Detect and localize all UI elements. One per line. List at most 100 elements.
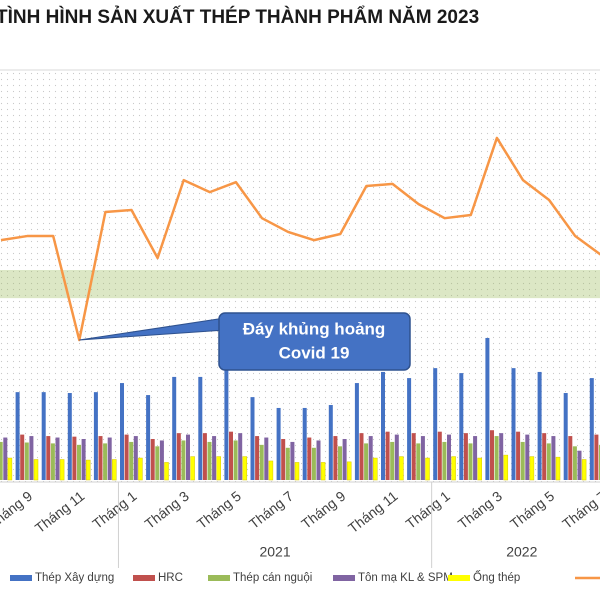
- bar: [316, 440, 321, 480]
- bar: [537, 371, 542, 480]
- bar: [485, 337, 490, 480]
- bar: [499, 433, 504, 480]
- bar: [124, 434, 129, 480]
- bar: [333, 436, 338, 480]
- legend-swatch: [10, 575, 32, 581]
- bar: [198, 376, 203, 480]
- bar: [503, 454, 509, 481]
- bar: [112, 459, 117, 481]
- bar: [55, 437, 60, 480]
- bar: [320, 462, 326, 481]
- x-tick-label: Tháng 11: [345, 488, 401, 537]
- bar: [33, 459, 39, 481]
- bar: [146, 395, 151, 480]
- legend-label: Thép cán nguội: [233, 572, 312, 584]
- bar: [529, 456, 535, 481]
- legend-swatch: [208, 575, 230, 581]
- bar: [568, 436, 573, 480]
- x-tick-label: Tháng 1: [402, 488, 453, 532]
- x-tick-label: Tháng 5: [194, 488, 245, 532]
- bar: [399, 456, 404, 481]
- bar: [290, 441, 295, 480]
- bar: [29, 436, 34, 480]
- bar: [516, 431, 521, 480]
- bar: [555, 456, 561, 481]
- bar: [551, 436, 556, 480]
- bar: [385, 431, 390, 480]
- annotation-box: [218, 312, 411, 371]
- bar: [233, 440, 238, 480]
- bar: [164, 462, 169, 481]
- x-tick-label: Tháng 5: [507, 488, 558, 532]
- bar: [276, 407, 281, 480]
- bar: [172, 376, 177, 480]
- bar: [307, 437, 312, 480]
- legend-swatch: [448, 575, 470, 581]
- bar: [442, 441, 447, 480]
- bar: [563, 393, 568, 480]
- x-tick-label: Tháng 7: [246, 488, 297, 532]
- bar: [394, 434, 399, 480]
- bar: [542, 433, 547, 480]
- bar: [202, 433, 207, 480]
- bar: [425, 457, 430, 481]
- x-tick-label: Tháng 3: [455, 488, 506, 532]
- legend-swatch: [133, 575, 155, 581]
- bar: [285, 447, 290, 480]
- bar: [129, 441, 134, 480]
- bar: [120, 383, 124, 480]
- legend-label: Thép Xây dựng: [35, 572, 114, 584]
- bar: [346, 461, 352, 481]
- bar: [238, 433, 243, 480]
- bar: [511, 368, 516, 480]
- bar: [381, 371, 385, 480]
- annotation-text: Covid 19: [279, 343, 350, 362]
- bar: [268, 460, 274, 481]
- bar: [281, 439, 286, 480]
- bar: [41, 392, 46, 480]
- bar: [81, 439, 86, 480]
- bar: [207, 441, 212, 480]
- bar: [24, 442, 29, 480]
- bar: [447, 434, 451, 480]
- bar: [354, 383, 359, 480]
- bar: [473, 436, 478, 480]
- bar: [77, 444, 81, 480]
- bar: [3, 437, 8, 480]
- bar: [72, 436, 77, 480]
- bar: [359, 433, 364, 480]
- bar: [107, 437, 112, 480]
- year-label: 2022: [506, 544, 537, 560]
- bar: [20, 434, 25, 480]
- bar: [67, 393, 72, 480]
- bar: [390, 441, 395, 480]
- bar: [7, 457, 13, 481]
- bar: [212, 436, 217, 480]
- bar: [411, 433, 416, 480]
- bar: [420, 436, 425, 480]
- x-tick-label: Tháng 11: [32, 488, 88, 537]
- bar: [103, 443, 108, 480]
- bar: [46, 436, 51, 480]
- bar: [264, 437, 269, 480]
- plot-background: [0, 70, 600, 482]
- chart-title: TÌNH HÌNH SẢN XUẤT THÉP THÀNH PHẨM NĂM 2…: [0, 6, 479, 28]
- bar: [368, 436, 373, 480]
- bar: [490, 430, 494, 480]
- bar: [138, 457, 143, 481]
- bar: [155, 446, 160, 480]
- bar: [0, 441, 3, 480]
- bar: [59, 459, 65, 481]
- bar: [338, 446, 342, 480]
- bar: [572, 446, 577, 480]
- bar: [416, 443, 421, 480]
- bar: [85, 459, 91, 481]
- bar: [311, 447, 316, 480]
- legend-label: HRC: [158, 572, 183, 584]
- bar: [255, 436, 260, 480]
- x-tick-label: Tháng 9: [298, 488, 349, 532]
- bar: [407, 378, 412, 480]
- bar: [328, 405, 333, 480]
- bar: [546, 443, 551, 480]
